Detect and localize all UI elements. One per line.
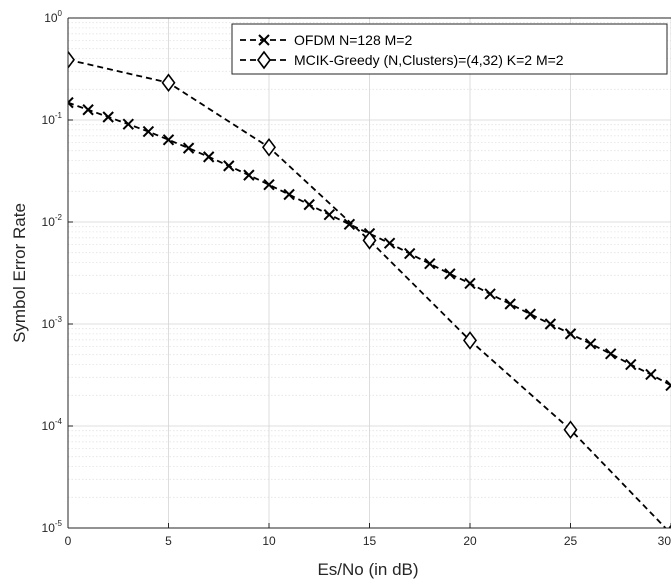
series-mcik-greedy: [68, 50, 671, 528]
x-marker: [464, 277, 476, 290]
legend: OFDM N=128 M=2 MCIK-Greedy (N,Clusters)=(…: [231, 23, 668, 75]
x-marker: [258, 34, 270, 46]
x-marker: [564, 328, 577, 340]
x-axis-label: Es/No (in dB): [317, 560, 418, 579]
y-tick-label: 10-2: [42, 213, 63, 229]
x-marker: [68, 96, 74, 109]
ticks-group: 100 10-1 10-2 10-3 10-4 10-50 5 10 15 20 25 30: [42, 9, 671, 548]
x-marker: [223, 160, 235, 172]
x-marker: [544, 318, 557, 330]
x-tick-label: 0: [65, 534, 72, 548]
x-tick-label: 20: [463, 534, 477, 548]
x-marker: [243, 169, 255, 181]
x-marker: [584, 338, 597, 350]
x-marker: [102, 111, 114, 123]
y-tick-label: 10-1: [42, 111, 63, 127]
x-marker: [444, 268, 456, 280]
legend-label: MCIK-Greedy (N,Clusters)=(4,32) K=2 M=2: [294, 52, 564, 68]
x-marker: [202, 151, 215, 163]
x-marker: [504, 298, 516, 310]
x-tick-label: 10: [262, 534, 276, 548]
diamond-marker: [257, 50, 271, 70]
x-marker: [665, 379, 671, 392]
y-tick-label: 10-4: [42, 417, 63, 433]
diamond-marker: [362, 231, 377, 250]
x-marker: [323, 208, 336, 221]
x-marker: [283, 188, 295, 201]
legend-items: OFDM N=128 M=2 MCIK-Greedy (N,Clusters)=(…: [240, 32, 564, 70]
x-marker: [82, 104, 94, 116]
x-marker: [403, 247, 416, 260]
diamond-marker: [463, 331, 477, 350]
y-axis-label: Symbol Error Rate: [10, 203, 29, 343]
x-tick-label: 30: [658, 534, 671, 548]
diamond-marker: [161, 73, 176, 93]
x-marker: [645, 368, 657, 381]
diamond-marker: [68, 50, 75, 70]
x-marker: [122, 118, 135, 130]
x-marker: [383, 237, 396, 249]
diamond-marker: [563, 420, 578, 440]
x-marker: [263, 179, 275, 191]
x-marker: [484, 288, 496, 300]
legend-label: OFDM N=128 M=2: [294, 32, 412, 48]
x-marker: [142, 125, 155, 138]
x-marker: [182, 142, 195, 154]
x-marker: [524, 308, 537, 320]
y-tick-label: 100: [44, 9, 62, 25]
y-tick-label: 10-3: [42, 315, 63, 331]
legend-item: OFDM N=128 M=2: [240, 32, 412, 48]
x-marker: [625, 358, 637, 371]
x-tick-label: 5: [165, 534, 172, 548]
x-marker: [604, 348, 617, 360]
legend-item: MCIK-Greedy (N,Clusters)=(4,32) K=2 M=2: [240, 50, 564, 70]
x-marker: [162, 134, 175, 146]
diamond-marker: [262, 137, 276, 157]
series-ofdm: [68, 96, 671, 392]
x-marker: [343, 218, 356, 230]
x-marker: [424, 258, 436, 270]
y-tick-label: 10-5: [42, 519, 63, 535]
legend-box: [231, 23, 668, 75]
x-tick-label: 25: [564, 534, 578, 548]
series-group: [68, 50, 671, 528]
x-marker: [303, 198, 315, 211]
x-tick-label: 15: [363, 534, 377, 548]
